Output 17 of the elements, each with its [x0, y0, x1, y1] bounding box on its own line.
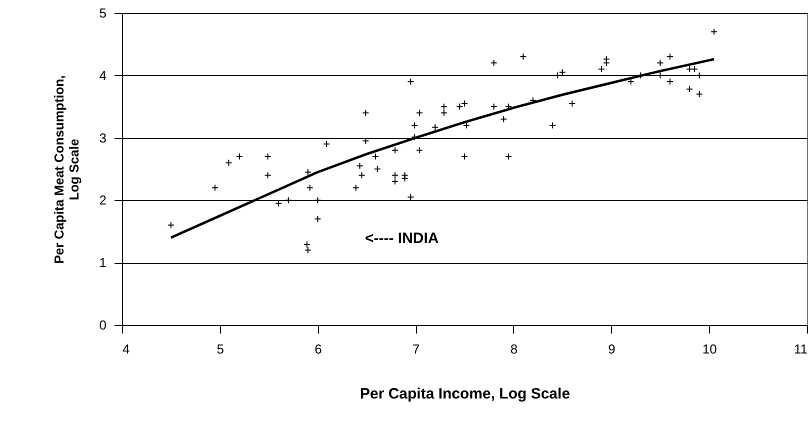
x-tick-label: 4 [122, 342, 130, 356]
annotation: <---- INDIA [365, 230, 439, 247]
y-tick-label: 5 [99, 6, 106, 20]
y-axis-title: Per Capita Meat Consumption, Log Scale [51, 75, 82, 264]
x-axis-title: Per Capita Income, Log Scale [360, 386, 570, 402]
x-tick-label: 8 [510, 342, 518, 356]
y-tick-label: 0 [99, 318, 106, 332]
y-tick-label: 1 [99, 255, 106, 270]
x-tick-label: 10 [702, 342, 717, 356]
x-tick-label: 7 [412, 342, 420, 356]
x-tick-label: 5 [216, 342, 224, 356]
x-tick-label: 6 [314, 342, 322, 356]
y-tick-label: 2 [99, 192, 106, 208]
y-tick-label: 3 [99, 130, 106, 146]
x-tick-label: 11 [794, 342, 808, 356]
x-tick-label: 9 [608, 342, 616, 356]
y-tick-label: 4 [99, 68, 106, 83]
